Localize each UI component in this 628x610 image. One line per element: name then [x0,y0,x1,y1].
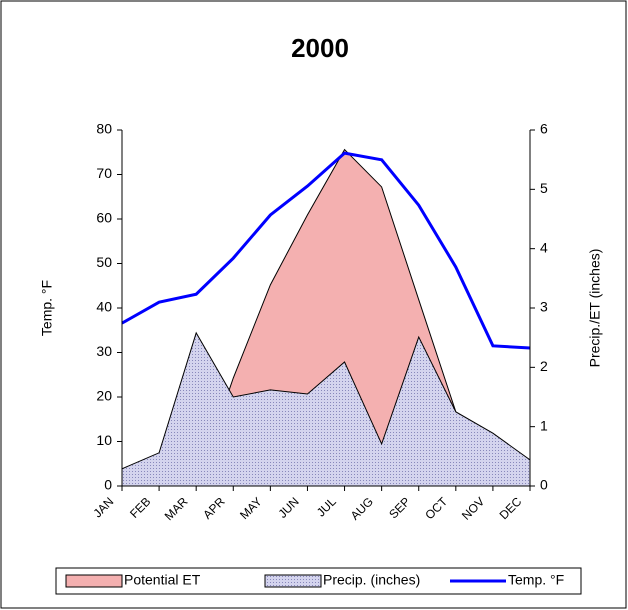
y-tick-label: 80 [96,121,112,137]
y-tick-label: 30 [96,343,112,359]
y-tick-label: 40 [96,299,112,315]
y-tick-label: 60 [96,210,112,226]
y-tick-label: 50 [96,254,112,270]
line [121,151,531,350]
legend: Potential ET Precip. (inches) Temp. °F [55,567,582,595]
y2-tick-label: 3 [540,299,548,315]
y-tick-label: 20 [96,388,112,404]
y-tick-label: 10 [96,432,112,448]
y2-tick-label: 0 [540,477,548,493]
area [121,331,531,487]
y2-tick-label: 4 [540,239,548,255]
y2-tick-label: 6 [540,121,548,137]
legend-label: Precip. (inches) [323,572,420,588]
legend-label: Potential ET [124,572,201,588]
y-tick-label: 70 [96,165,112,181]
legend-label: Temp. °F [508,572,564,588]
y2-tick-label: 2 [540,358,548,374]
legend-swatch [65,574,123,588]
y2-tick-label: 1 [540,417,548,433]
y2-axis-label: Precip./ET (inches) [587,249,603,368]
y2-tick-label: 5 [540,180,548,196]
legend-swatch [264,574,322,588]
chart-title: 2000 [291,33,349,63]
y-tick-label: 0 [104,477,112,493]
y-axis-label: Temp. °F [39,280,55,336]
